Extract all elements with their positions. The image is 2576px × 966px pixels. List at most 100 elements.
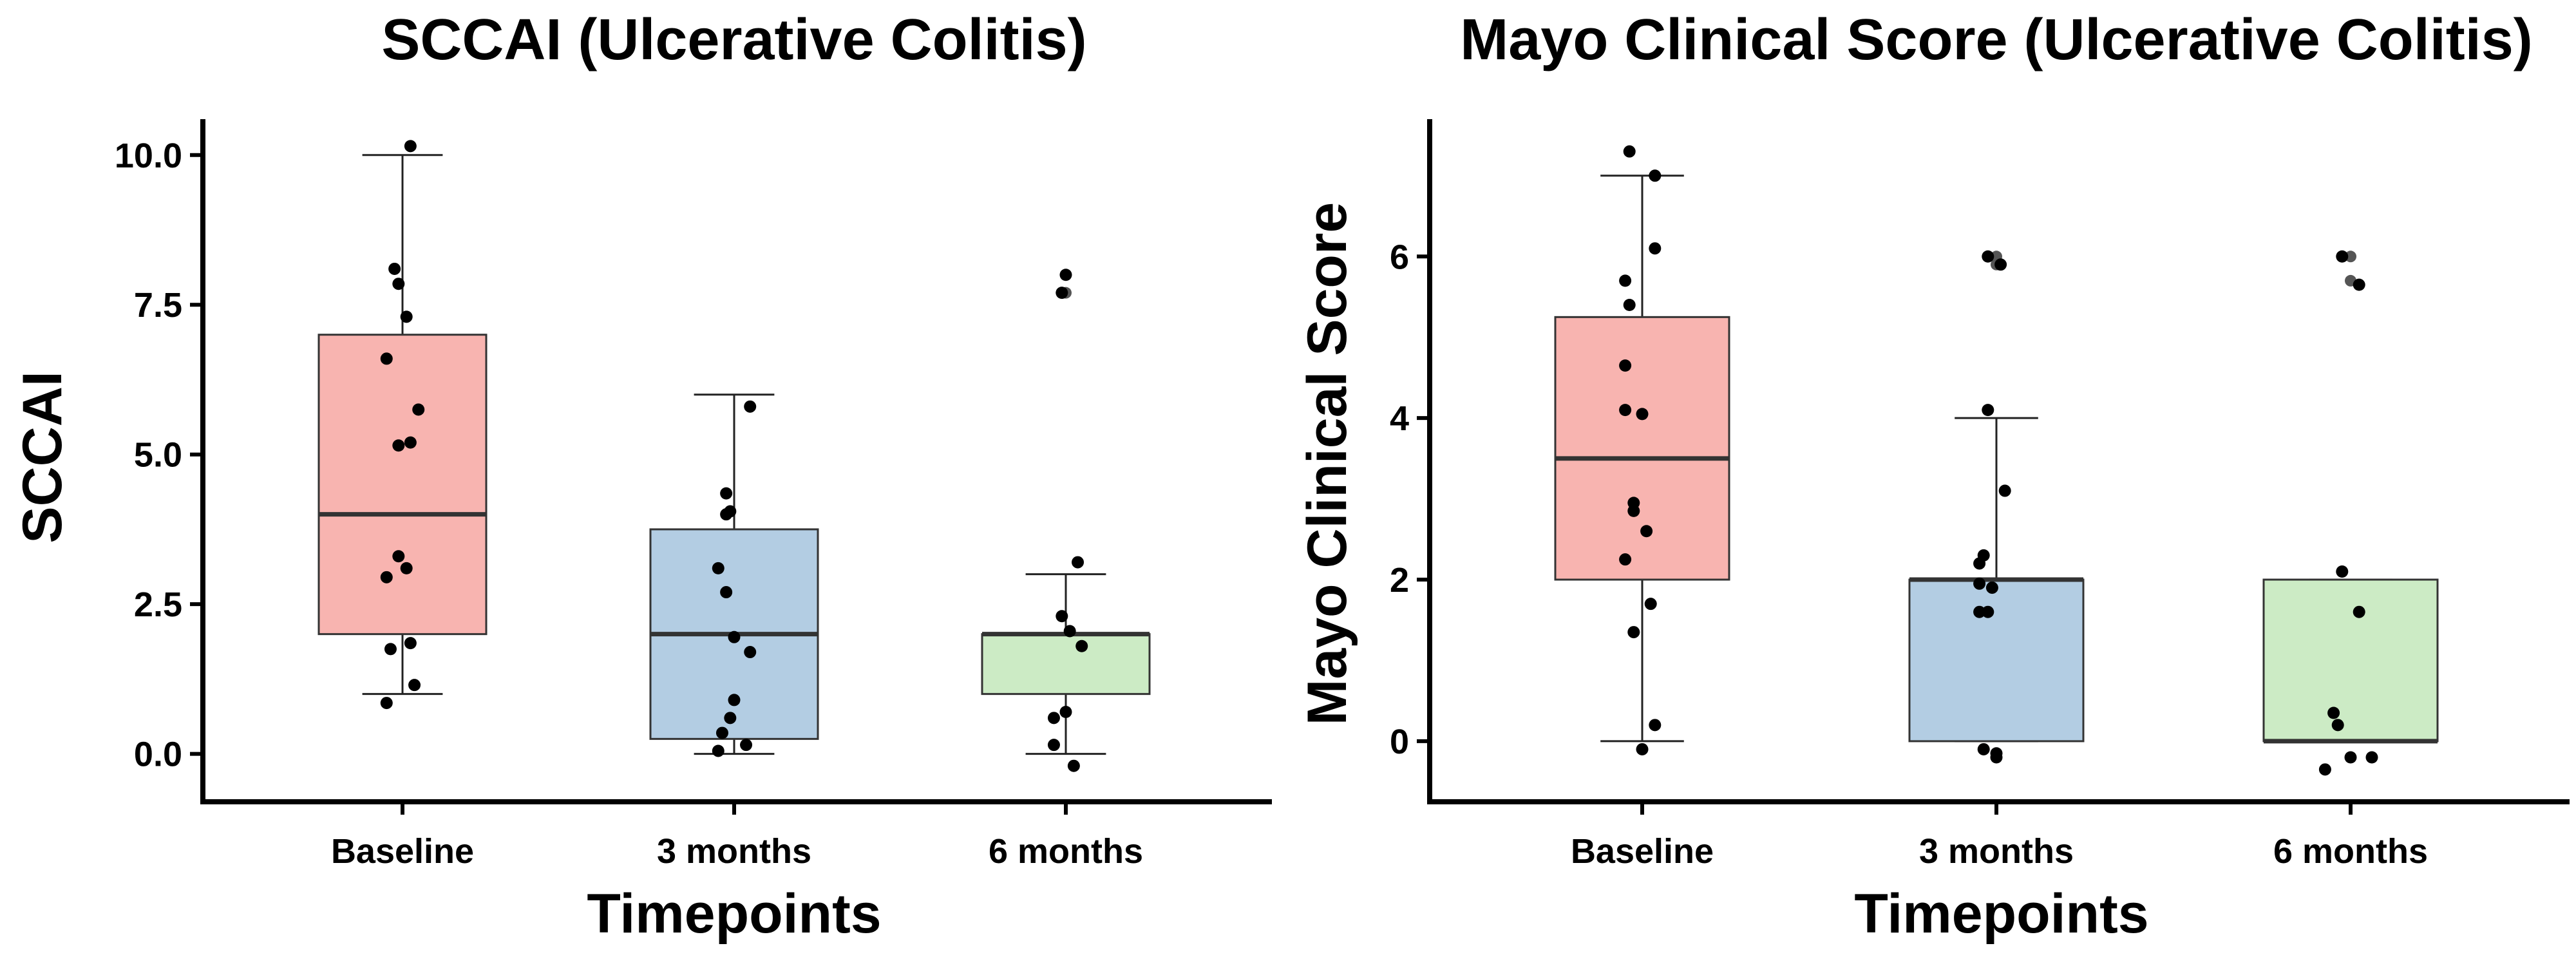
data-point	[404, 436, 417, 449]
data-point	[392, 278, 405, 290]
box-6-months	[981, 269, 1151, 755]
data-point	[1985, 582, 1998, 594]
data-point	[1982, 250, 1994, 263]
data-point	[744, 400, 757, 413]
x-tick-label: 6 months	[2273, 832, 2428, 871]
y-axis-label: SCCAI	[12, 371, 73, 544]
data-point	[720, 487, 733, 500]
x-tick-label: 3 months	[657, 832, 811, 871]
y-axis-label: Mayo Clinical Score	[1296, 202, 1358, 726]
data-point	[1623, 145, 1636, 158]
data-point	[408, 679, 421, 692]
y-tick-label: 2.5	[134, 585, 182, 624]
x-tick-label: Baseline	[1571, 832, 1714, 871]
data-point	[728, 630, 741, 643]
data-point	[1649, 242, 1662, 255]
x-axis-label: Timepoints	[587, 883, 881, 945]
box-6-months	[2262, 251, 2439, 744]
box-body	[1554, 316, 1730, 581]
data-point	[720, 586, 733, 599]
data-point	[1067, 759, 1080, 772]
data-point	[392, 550, 405, 563]
data-point	[404, 140, 417, 153]
data-point	[400, 310, 413, 323]
data-point	[1047, 712, 1060, 724]
data-point	[1056, 287, 1068, 299]
data-point	[1619, 359, 1632, 372]
data-point	[1059, 269, 1072, 281]
data-point	[2365, 751, 2378, 764]
y-tick-label: 0	[1390, 723, 1409, 761]
sccai-chart: SCCAI (Ulcerative Colitis) Timepoints SC…	[12, 8, 1272, 945]
data-point	[1977, 743, 1990, 755]
data-point	[2336, 250, 2349, 263]
data-point	[2344, 751, 2357, 764]
data-point	[1982, 404, 1994, 417]
data-point	[2353, 278, 2365, 291]
plot-area: 0 2 4 6 Baseline 3 months 6 months	[1390, 119, 2570, 871]
data-point	[1994, 258, 2007, 271]
y-tick-label: 10.0	[115, 137, 182, 175]
data-point	[1047, 739, 1060, 752]
data-point	[740, 739, 753, 752]
data-point	[1056, 610, 1068, 623]
data-point	[1619, 274, 1632, 287]
data-point	[1649, 169, 1662, 182]
outlier-point	[2345, 251, 2356, 263]
y-tick-label: 2	[1390, 561, 1409, 600]
mayo-score-chart: Mayo Clinical Score (Ulcerative Colitis)…	[1296, 8, 2570, 945]
data-point	[380, 697, 393, 710]
data-point	[384, 643, 397, 656]
data-point	[1623, 299, 1636, 312]
box-body	[1908, 578, 2085, 743]
chart-title: Mayo Clinical Score (Ulcerative Colitis)	[1460, 8, 2533, 72]
y-tick-label: 5.0	[134, 436, 182, 475]
data-point	[404, 637, 417, 650]
data-point	[1982, 605, 1994, 618]
data-point	[2327, 706, 2340, 719]
data-point	[1973, 605, 1986, 618]
data-point	[380, 352, 393, 365]
data-point	[1990, 751, 2003, 764]
x-axis-label: Timepoints	[1854, 883, 2148, 945]
data-point	[2318, 763, 2331, 776]
y-tick-label: 6	[1390, 238, 1409, 276]
box-body	[2262, 578, 2439, 743]
data-point	[1636, 408, 1649, 421]
data-point	[1973, 577, 1986, 590]
data-point	[712, 744, 724, 757]
data-point	[1063, 625, 1076, 638]
data-point	[1619, 553, 1632, 566]
data-point	[1075, 639, 1088, 652]
box-body	[981, 633, 1151, 696]
data-point	[412, 403, 425, 416]
box-body	[317, 334, 488, 636]
data-point	[1640, 525, 1653, 538]
data-point	[1059, 706, 1072, 719]
data-point	[728, 694, 741, 706]
data-point	[1072, 556, 1084, 569]
data-point	[388, 262, 401, 275]
y-tick-label: 4	[1390, 399, 1409, 438]
x-tick-label: 6 months	[989, 832, 1143, 871]
data-point	[1998, 484, 2011, 497]
x-tick-label: 3 months	[1919, 832, 2074, 871]
data-point	[1627, 626, 1640, 639]
data-point	[1627, 504, 1640, 517]
data-point	[1649, 719, 1662, 732]
y-tick-label: 0.0	[134, 735, 182, 774]
data-point	[1644, 598, 1657, 611]
data-point	[1973, 557, 1986, 570]
data-point	[715, 726, 728, 739]
chart-title: SCCAI (Ulcerative Colitis)	[381, 8, 1086, 72]
y-tick-label: 7.5	[134, 286, 182, 325]
box-baseline	[317, 154, 488, 696]
data-point	[400, 562, 413, 574]
data-point	[744, 646, 757, 659]
data-point	[720, 508, 733, 521]
plot-area: 0.0 2.5 5.0 7.5 10.0 Baseline 3 months 6 months	[115, 119, 1272, 871]
data-point	[2353, 605, 2365, 618]
x-tick-label: Baseline	[331, 832, 474, 871]
box-baseline	[1554, 175, 1730, 743]
